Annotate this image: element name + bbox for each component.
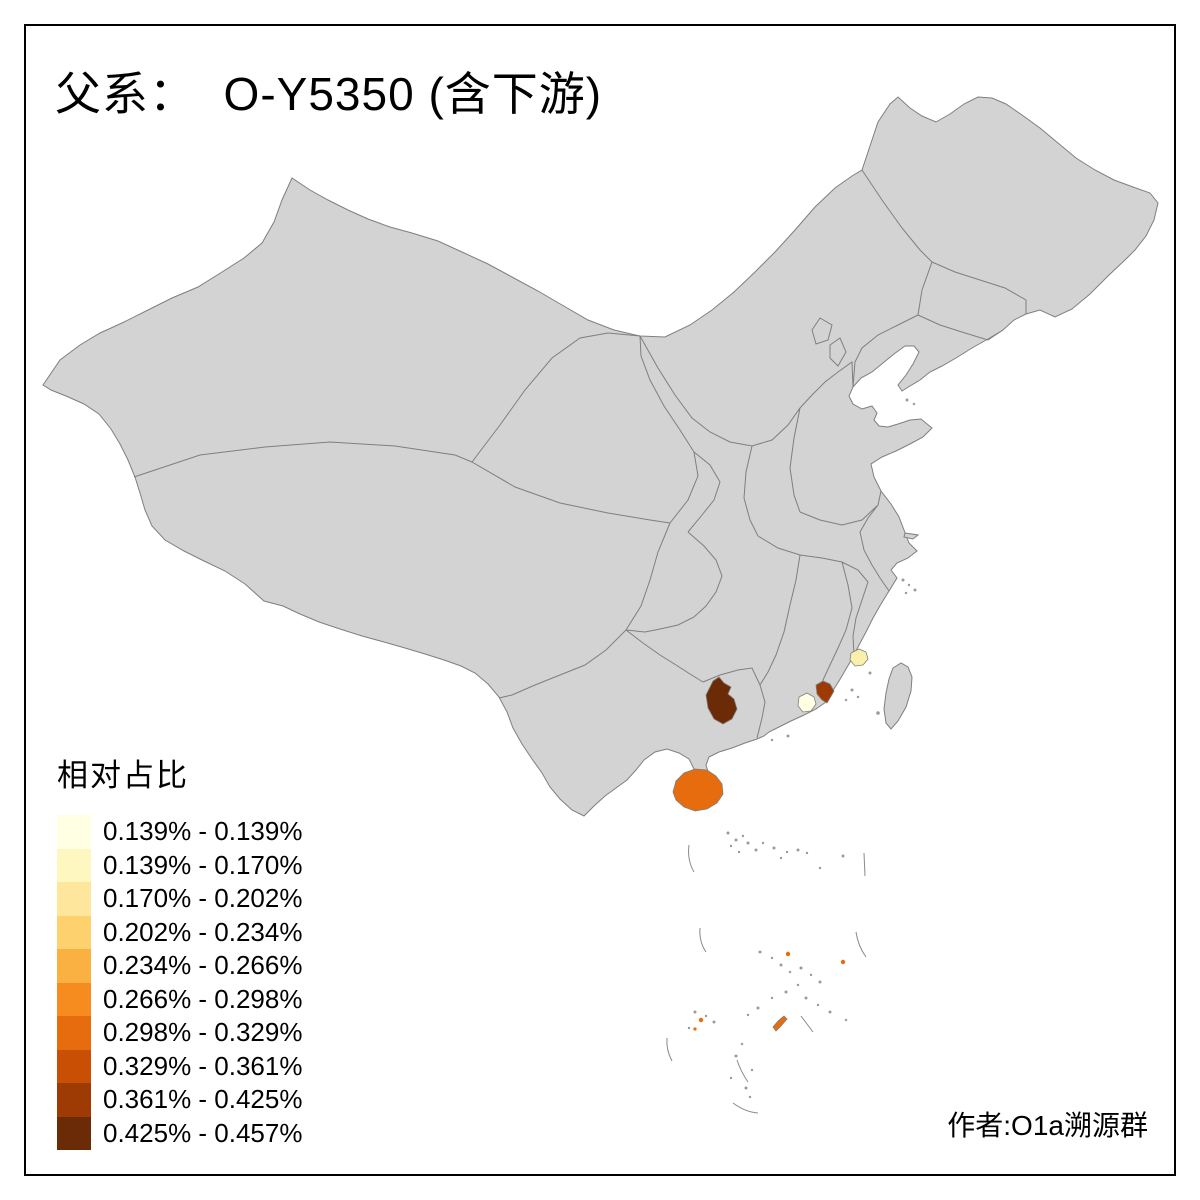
legend-swatch xyxy=(57,848,91,882)
region-chaoshan-prefecture xyxy=(815,680,835,704)
legend-swatch xyxy=(57,815,91,849)
province-borders xyxy=(133,169,1027,739)
reef-arc xyxy=(736,1059,749,1083)
region-guangxi-prefecture xyxy=(705,676,738,725)
legend-label: 0.329% - 0.361% xyxy=(103,1050,303,1081)
legend-row: 0.329% - 0.361% xyxy=(57,1049,303,1083)
region-putian-prefecture xyxy=(849,648,869,667)
legend-row: 0.170% - 0.202% xyxy=(57,882,302,916)
legend: 相对占比 0.139% - 0.139% 0.139% - 0.170% 0.170… xyxy=(57,750,302,1150)
legend-row: 0.139% - 0.170% xyxy=(57,848,303,882)
landmass-group xyxy=(42,96,1159,817)
legend-label: 0.139% - 0.139% xyxy=(103,816,303,847)
legend-row: 0.139% - 0.139% xyxy=(57,815,302,849)
legend-label: 0.170% - 0.202% xyxy=(103,883,303,914)
legend-row: 0.425% - 0.457% xyxy=(57,1116,303,1150)
figure-frame xyxy=(24,24,1176,1176)
legend-label: 0.266% - 0.298% xyxy=(103,983,303,1014)
legend-row: 0.266% - 0.298% xyxy=(57,982,303,1016)
south-china-sea-islets xyxy=(666,398,917,1114)
region-paracel-islet xyxy=(772,1015,788,1032)
legend-swatch xyxy=(57,1016,91,1050)
mainland-outline xyxy=(42,96,1159,817)
legend-swatch xyxy=(57,1049,91,1083)
reef-arc xyxy=(732,1102,759,1114)
legend-swatch xyxy=(57,1083,91,1117)
legend-swatch xyxy=(57,1116,91,1150)
reef-arc xyxy=(800,1015,814,1033)
legend-label: 0.298% - 0.329% xyxy=(103,1017,303,1048)
legend-row: 0.202% - 0.234% xyxy=(57,915,303,949)
reef-arc xyxy=(863,852,866,877)
legend-swatch xyxy=(57,949,91,983)
legend-label: 0.425% - 0.457% xyxy=(103,1117,303,1148)
legend-row: 0.361% - 0.425% xyxy=(57,1083,302,1117)
chongming-island xyxy=(903,532,920,540)
legend-swatch xyxy=(57,882,91,916)
reef-arc xyxy=(666,1037,673,1062)
page-title: 父系： O-Y5350 (含下游) xyxy=(55,68,603,120)
author-credit: 作者:O1a溯源群 xyxy=(947,1110,1148,1141)
legend-rows: 0.139% - 0.139% 0.139% - 0.170% 0.170% - 0… xyxy=(57,815,302,1150)
legend-swatch xyxy=(57,982,91,1016)
orange-islet-specks xyxy=(693,951,846,1031)
legend-label: 0.361% - 0.425% xyxy=(103,1084,303,1115)
reef-arc xyxy=(855,931,867,958)
taiwan-island xyxy=(883,662,913,730)
colored-regions xyxy=(672,648,869,1032)
legend-label: 0.202% - 0.234% xyxy=(103,916,303,947)
legend-title: 相对占比 xyxy=(57,758,189,793)
region-shanwei-prefecture xyxy=(797,692,817,713)
legend-label: 0.234% - 0.266% xyxy=(103,950,303,981)
reef-arc xyxy=(699,927,707,953)
region-hainan-island xyxy=(672,768,724,812)
reef-arc xyxy=(688,844,695,873)
legend-row: 0.298% - 0.329% xyxy=(57,1016,302,1050)
legend-swatch xyxy=(57,915,91,949)
legend-row: 0.234% - 0.266% xyxy=(57,949,302,983)
legend-label: 0.139% - 0.170% xyxy=(103,849,303,880)
